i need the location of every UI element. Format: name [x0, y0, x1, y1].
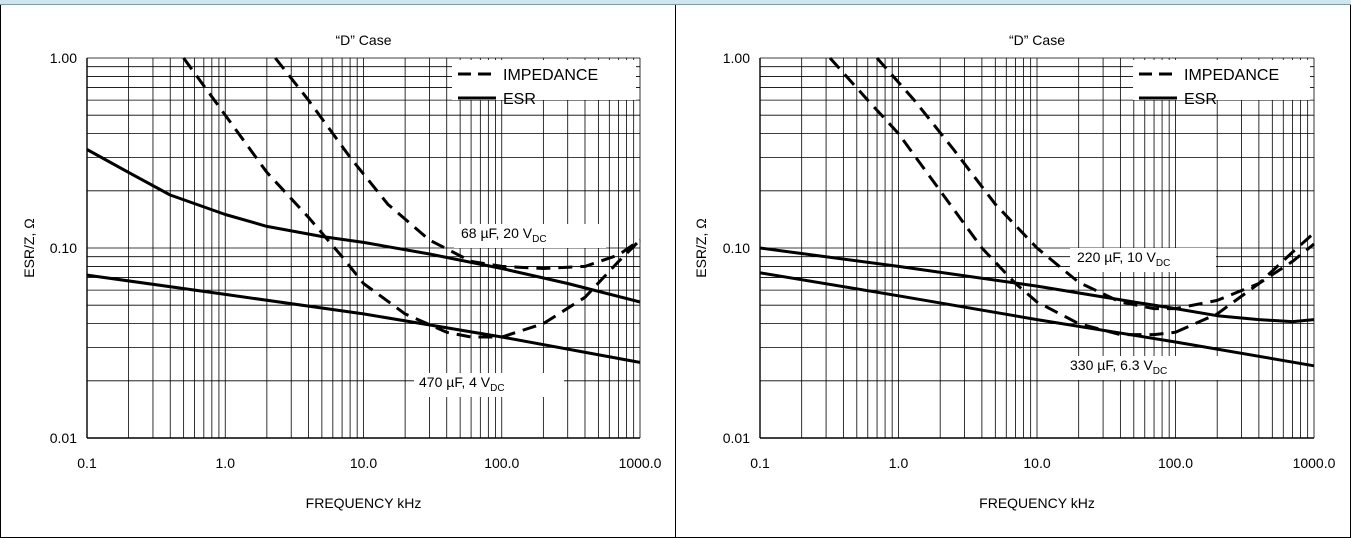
legend-label: IMPEDANCE	[1184, 67, 1279, 84]
annotation-bg	[1064, 356, 1226, 380]
impedance-curve	[182, 57, 502, 339]
panel-divider	[675, 5, 676, 538]
x-tick-label: 100.0	[1158, 455, 1193, 471]
x-tick-label: 10.0	[1023, 455, 1050, 471]
x-axis-label: FREQUENCY kHz	[306, 495, 422, 511]
x-tick-label: 1000.0	[1293, 455, 1336, 471]
curve-annotation: 330 µF, 6.3 VDC	[1070, 357, 1167, 377]
chart-title: “D” Case	[1009, 32, 1065, 48]
impedance-curve	[875, 57, 1315, 311]
annotation-bg	[414, 373, 564, 397]
x-tick-label: 100.0	[484, 455, 519, 471]
y-tick-label: 0.10	[723, 240, 750, 256]
top-bar	[0, 0, 1351, 5]
legend-label: IMPEDANCE	[503, 67, 598, 84]
y-tick-label: 1.00	[50, 50, 77, 66]
chart-panel-1: 0.1 1.0 10.0 100.0 1000.0 0.01 0.10 1.00 “D” Cas…	[21, 32, 662, 511]
curve-annotation: 68 µF, 20 VDC	[461, 225, 547, 245]
x-tick-label: 0.1	[77, 455, 97, 471]
annotation-bg	[1070, 248, 1216, 272]
legend-bg	[452, 60, 636, 100]
chart-title: “D” Case	[335, 32, 391, 48]
x-tick-label: 1.0	[889, 455, 909, 471]
legend-label: ESR	[1184, 91, 1217, 108]
esr-curve	[759, 246, 1315, 324]
curve-annotation: 470 µF, 4 VDC	[419, 374, 505, 394]
legend-bg	[1133, 60, 1310, 100]
legend-label: ESR	[503, 91, 536, 108]
x-axis-label: FREQUENCY kHz	[979, 495, 1095, 511]
x-tick-label: 10.0	[350, 455, 377, 471]
y-tick-label: 1.00	[723, 50, 750, 66]
annotation-bg	[454, 224, 606, 248]
y-axis-label: ESR/Z, Ω	[693, 218, 709, 277]
x-tick-label: 0.1	[750, 455, 770, 471]
esr-curve	[86, 148, 641, 304]
esr-curve	[86, 273, 641, 364]
y-tick-label: 0.01	[50, 430, 77, 446]
curve-annotation: 220 µF, 10 VDC	[1077, 249, 1170, 269]
y-tick-label: 0.10	[50, 240, 77, 256]
y-axis-label: ESR/Z, Ω	[21, 218, 37, 277]
impedance-curve	[501, 239, 642, 339]
esr-curve	[759, 271, 1315, 368]
y-tick-label: 0.01	[723, 430, 750, 446]
x-tick-label: 1000.0	[619, 455, 662, 471]
x-tick-label: 1.0	[216, 455, 236, 471]
chart-panel-2: 0.1 1.0 10.0 100.0 1000.0 0.01 0.10 1.00 “D” Cas…	[693, 32, 1336, 511]
